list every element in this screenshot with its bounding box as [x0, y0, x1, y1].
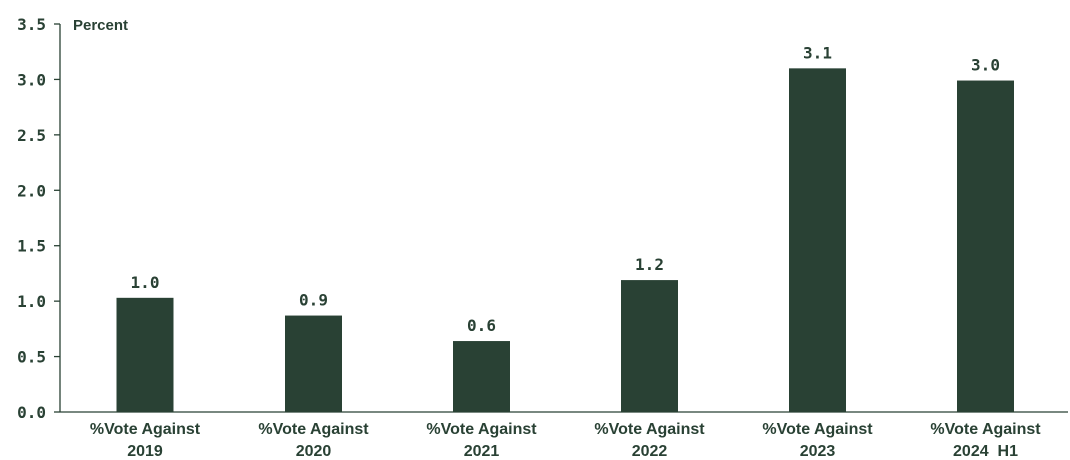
category-label: %Vote Against — [426, 421, 537, 438]
y-tick-label: 0.5 — [17, 348, 46, 367]
y-tick-label: 0.0 — [17, 403, 46, 422]
bar-value-label: 1.2 — [635, 255, 664, 274]
y-tick-label: 2.0 — [17, 181, 46, 200]
category-label: 2022 — [632, 443, 668, 460]
y-tick-label: 1.0 — [17, 292, 46, 311]
category-label: 2020 — [296, 443, 332, 460]
bar — [957, 80, 1014, 412]
category-label: 2024 H1 — [953, 443, 1018, 460]
y-tick-label: 1.5 — [17, 237, 46, 256]
category-label: %Vote Against — [258, 421, 369, 438]
category-label: 2021 — [464, 443, 500, 460]
bar — [789, 68, 846, 412]
category-label: %Vote Against — [762, 421, 873, 438]
bar — [453, 341, 510, 412]
bar-value-label: 0.9 — [299, 291, 328, 310]
bar — [116, 297, 174, 412]
category-label: %Vote Against — [930, 421, 1041, 438]
category-label: 2019 — [127, 443, 163, 460]
category-label: %Vote Against — [594, 421, 705, 438]
y-axis-unit-label: Percent — [73, 17, 128, 34]
category-label: %Vote Against — [90, 421, 201, 438]
bar-value-label: 3.0 — [971, 56, 1000, 75]
bar-value-label: 0.6 — [467, 316, 496, 335]
category-labels: %Vote Against 2019 %Vote Against 2020 %Vote … — [90, 421, 1041, 460]
bars — [116, 68, 1014, 412]
bar — [285, 315, 342, 412]
y-tick-label: 2.5 — [17, 126, 46, 145]
y-axis: 0.0 0.5 1.0 1.5 2.0 2.5 3.0 3.5 — [17, 15, 61, 422]
y-tick-label: 3.0 — [17, 70, 46, 89]
y-tick-label: 3.5 — [17, 15, 46, 34]
value-labels: 1.0 0.9 0.6 1.2 3.1 3.0 — [131, 43, 1000, 335]
category-label: 2023 — [800, 443, 836, 460]
bar-value-label: 3.1 — [803, 43, 832, 62]
bar-value-label: 1.0 — [131, 273, 160, 292]
bar — [621, 280, 678, 412]
